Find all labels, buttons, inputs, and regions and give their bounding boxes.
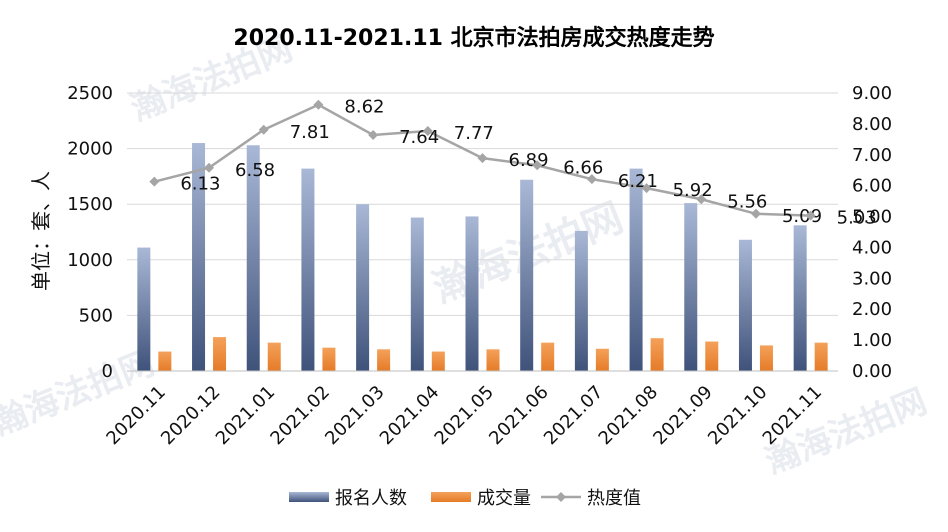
x-tick-label: 2021.03 — [321, 382, 388, 449]
x-tick-label: 2021.04 — [376, 382, 443, 449]
heat-marker — [641, 183, 652, 194]
y-tick-label: 2500 — [67, 83, 113, 104]
bar-registrants — [301, 168, 315, 371]
bar-registrants — [465, 216, 479, 371]
y2-tick-label: 7.00 — [852, 145, 892, 166]
heat-data-label: 6.58 — [235, 160, 275, 181]
bar-transactions — [267, 342, 281, 371]
bar-transactions — [759, 345, 773, 371]
heat-data-label: 7.64 — [399, 127, 439, 148]
chart-title: 2020.11-2021.11 北京市法拍房成交热度走势 — [233, 25, 714, 51]
y2-tick-label: 9.00 — [852, 83, 892, 104]
x-tick-label: 2021.07 — [540, 382, 607, 449]
x-tick-label: 2021.10 — [704, 382, 771, 449]
y-tick-label: 0 — [102, 361, 113, 382]
bar-transactions — [650, 338, 664, 371]
bar-registrants — [356, 204, 370, 371]
y2-tick-label: 3.00 — [852, 268, 892, 289]
heat-data-label: 6.21 — [618, 171, 658, 192]
legend-label: 热度值 — [587, 488, 641, 509]
bar-registrants — [520, 179, 534, 371]
heat-data-label: 6.89 — [509, 150, 549, 171]
heat-marker — [149, 176, 160, 187]
legend: 报名人数 成交量 热度值 — [289, 488, 641, 509]
y2-tick-label: 4.00 — [852, 237, 892, 258]
heat-data-label: 6.13 — [180, 174, 220, 195]
heat-marker — [368, 130, 379, 141]
legend-swatch — [431, 492, 471, 502]
legend-swatch — [289, 492, 329, 502]
y-tick-label: 2000 — [67, 139, 113, 160]
heat-marker — [422, 125, 433, 136]
legend-label: 报名人数 — [335, 488, 407, 509]
y2-tick-label: 0.00 — [852, 361, 892, 382]
heat-marker — [204, 162, 215, 173]
heat-data-label: 8.62 — [344, 97, 384, 118]
heat-marker — [258, 124, 269, 135]
bar-transactions — [541, 342, 555, 371]
y2-tick-label: 8.00 — [852, 114, 892, 135]
heat-marker — [532, 160, 543, 171]
heat-data-label: 7.81 — [290, 122, 330, 143]
y2-tick-label: 1.00 — [852, 330, 892, 351]
line-series: 6.13 6.58 7.81 8.62 7.64 7.77 6.89 6.66 6.21 5.92… — [149, 97, 877, 229]
y2-tick-label: 5.00 — [852, 207, 892, 228]
bar-transactions — [213, 337, 227, 371]
bar-registrants — [793, 225, 807, 371]
heat-data-label: 6.66 — [563, 157, 603, 178]
heat-marker — [313, 99, 324, 110]
heat-marker — [750, 208, 761, 219]
bar-registrants — [574, 230, 588, 371]
bar-transactions — [377, 349, 391, 371]
heat-marker — [696, 194, 707, 205]
legend-marker — [556, 492, 566, 502]
heat-data-label: 7.77 — [454, 123, 494, 144]
bar-registrants — [684, 203, 698, 371]
bar-registrants — [137, 247, 151, 371]
y2-tick-label: 6.00 — [852, 176, 892, 197]
x-tick-label: 2020.12 — [157, 382, 224, 449]
x-tick-label: 2021.01 — [212, 382, 279, 449]
x-tick-label: 2021.09 — [649, 382, 716, 449]
legend-label: 成交量 — [477, 488, 531, 509]
heat-data-label: 5.03 — [837, 208, 877, 229]
y-tick-label: 1500 — [67, 194, 113, 215]
bars — [137, 143, 828, 371]
y2-tick-label: 2.00 — [852, 299, 892, 320]
heat-data-label: 5.09 — [782, 206, 822, 227]
x-tick-label: 2021.06 — [485, 382, 552, 449]
y-tick-label: 500 — [79, 305, 113, 326]
bar-registrants — [410, 217, 424, 371]
heat-marker — [805, 210, 816, 221]
bar-transactions — [322, 347, 336, 371]
x-tick-label: 2021.08 — [595, 382, 662, 449]
bar-registrants — [192, 143, 206, 371]
bar-transactions — [486, 349, 500, 371]
heat-marker — [477, 153, 488, 164]
bar-registrants — [629, 168, 643, 371]
heat-data-label: 5.56 — [727, 191, 767, 212]
bar-transactions — [595, 348, 609, 371]
heat-marker — [586, 174, 597, 185]
bar-transactions — [814, 342, 828, 371]
x-tick-label: 2021.02 — [266, 382, 333, 449]
bar-transactions — [431, 351, 445, 371]
x-tick-label: 2021.05 — [431, 382, 498, 449]
bar-registrants — [246, 145, 260, 371]
bar-transactions — [705, 341, 719, 371]
y-axis-label: 单位：套、人 — [29, 171, 53, 291]
y-tick-label: 1000 — [67, 250, 113, 271]
heat-data-label: 5.92 — [673, 180, 713, 201]
bar-registrants — [738, 239, 752, 371]
bar-transactions — [158, 351, 172, 371]
